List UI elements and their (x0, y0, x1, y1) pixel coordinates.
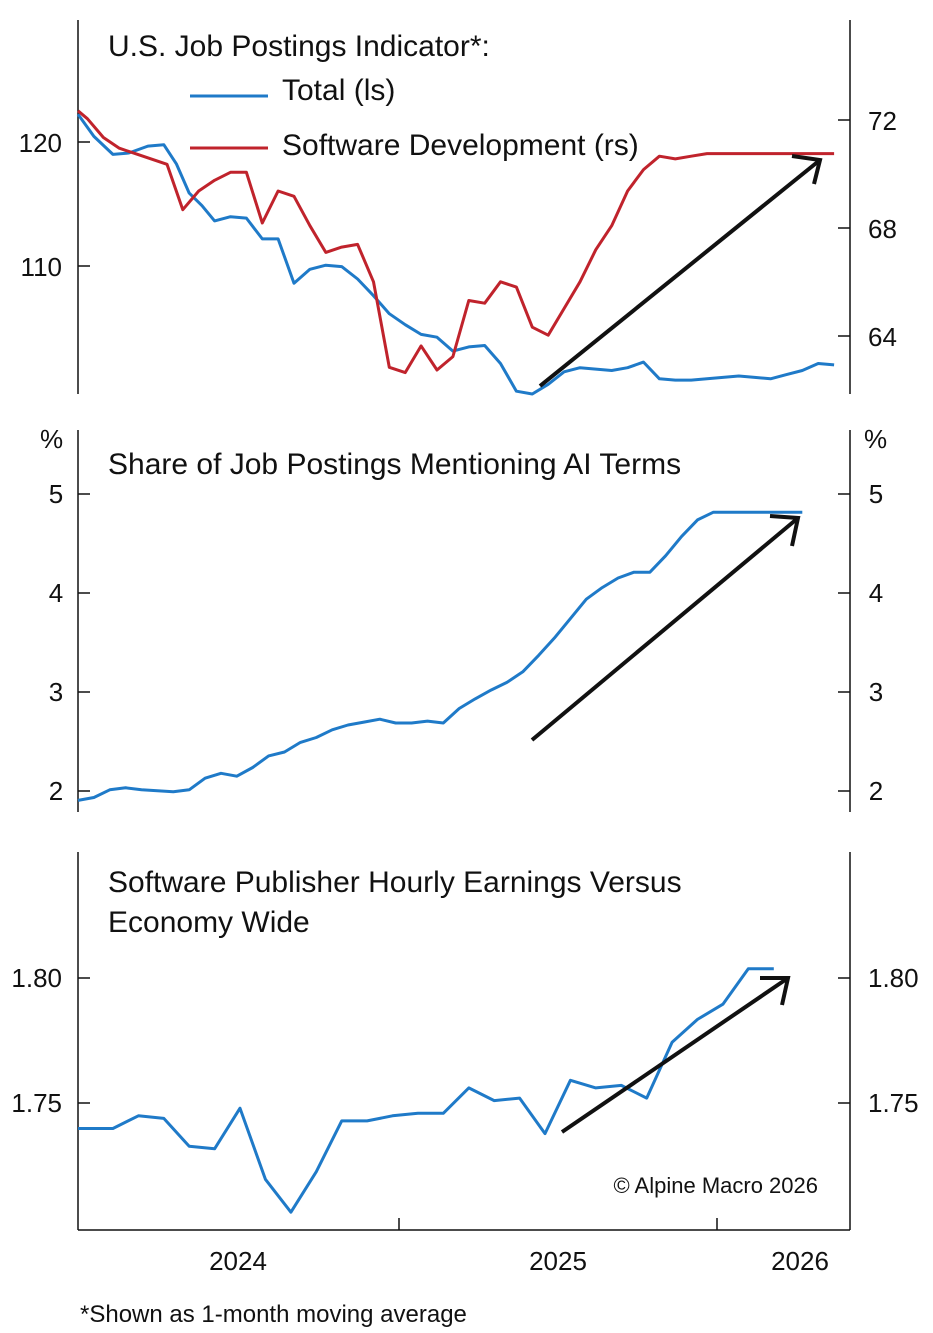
trend-arrow-head (760, 976, 791, 1006)
panel2-left-tick-label: 4 (49, 578, 63, 608)
panel1-right-ticks: 72 68 64 (838, 106, 897, 352)
panel2-left-tick-label: 2 (49, 776, 63, 806)
trend-arrow-shaft (538, 158, 822, 388)
panel3-right-tick-label: 1.80 (868, 963, 919, 993)
panel2-right-tick-label: 4 (869, 578, 883, 608)
panel2-right-tick-label: 3 (869, 677, 883, 707)
x-tick-label-2024: 2024 (209, 1246, 267, 1276)
series-line-ai-share (77, 510, 803, 802)
trend-arrow (560, 976, 791, 1134)
panel-job-postings: 120 110 72 68 64 U.S. Job Postings Indic… (19, 20, 897, 396)
trend-arrow (538, 154, 823, 388)
legend-label-software: Software Development (rs) (282, 129, 639, 162)
panel1-title: U.S. Job Postings Indicator*: (108, 30, 490, 63)
panel-hourly-earnings: 1.80 1.75 1.80 1.75 Software Publisher H… (11, 852, 919, 1276)
trend-arrow-shaft (530, 516, 800, 742)
panel3-left-tick-label: 1.80 (11, 963, 62, 993)
panel2-left-tick-label: 5 (49, 479, 63, 509)
panel1-right-tick-label: 64 (868, 322, 897, 352)
panel2-right-unit: % (864, 424, 887, 454)
panel3-left-tick-label: 1.75 (11, 1088, 62, 1118)
panel-ai-share: % % 5 4 3 2 5 4 3 2 Share of Job Posting… (40, 424, 887, 812)
series-line-hourly-earnings (78, 967, 774, 1214)
panel3-right-tick-label: 1.75 (868, 1088, 919, 1118)
panel3-title: Software Publisher Hourly Earnings Versu… (108, 866, 682, 899)
footnote: *Shown as 1-month moving average (80, 1301, 467, 1328)
panel2-left-unit: % (40, 424, 63, 454)
panel2-left-tick-label: 3 (49, 677, 63, 707)
x-axis-ticks: 2024 2025 2026 (209, 1218, 829, 1276)
panel1-left-tick-label: 110 (21, 252, 62, 282)
trend-arrow (530, 514, 801, 742)
trend-arrow-head (769, 514, 801, 547)
panel1-right-tick-label: 68 (868, 214, 897, 244)
panel3-ticks: 1.80 1.75 1.80 1.75 (11, 963, 918, 1118)
panel2-ticks: 5 4 3 2 5 4 3 2 (49, 479, 883, 806)
panel2-title: Share of Job Postings Mentioning AI Term… (108, 448, 681, 481)
legend-label-total: Total (ls) (282, 74, 395, 107)
panel3-title-line2: Economy Wide (108, 906, 310, 939)
copyright: © Alpine Macro 2026 (613, 1173, 818, 1198)
panel1-left-tick-label: 120 (19, 128, 62, 158)
panel2-right-tick-label: 5 (869, 479, 883, 509)
panel1-right-tick-label: 72 (868, 106, 897, 136)
panel2-right-tick-label: 2 (869, 776, 883, 806)
x-tick-label-2025: 2025 (529, 1246, 587, 1276)
trend-arrow-shaft (560, 976, 790, 1134)
x-tick-label-2026: 2026 (771, 1246, 829, 1276)
trend-arrow-head (791, 154, 823, 185)
series-line-software-development (77, 109, 835, 375)
panel1-left-ticks: 120 110 (19, 128, 90, 282)
